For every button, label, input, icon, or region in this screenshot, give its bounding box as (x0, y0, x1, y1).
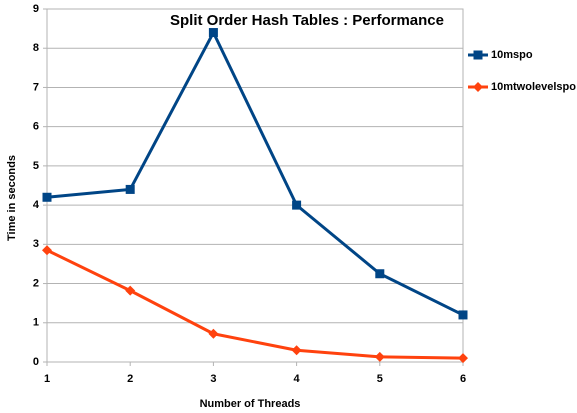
y-tick-label: 4 (33, 199, 40, 211)
marker (473, 82, 483, 92)
chart-title: Split Order Hash Tables : Performance (170, 12, 444, 29)
plot-border (46, 8, 464, 363)
legend-label: 10mspo (491, 49, 533, 61)
x-tick-label: 2 (127, 373, 133, 385)
y-tick-label: 0 (33, 356, 39, 368)
y-tick-label: 8 (33, 42, 39, 54)
y-tick-label: 5 (33, 160, 39, 172)
marker (473, 50, 483, 60)
y-tick-label: 3 (33, 238, 39, 250)
marker (291, 345, 302, 356)
marker (208, 328, 219, 339)
series-line (46, 248, 464, 360)
y-tick-label: 9 (33, 3, 39, 15)
marker (125, 285, 136, 296)
y-axis-label: Time in seconds (6, 155, 18, 241)
marker (42, 245, 52, 256)
y-tick-label: 2 (33, 277, 39, 289)
marker (292, 200, 302, 210)
x-tick-label: 3 (210, 373, 216, 385)
x-axis-label: Number of Threads (200, 398, 301, 410)
legend-label: 10mtwolevelspo (491, 81, 576, 93)
x-tick-label: 6 (460, 373, 466, 385)
x-tick-label: 1 (44, 373, 50, 385)
marker (125, 184, 135, 194)
marker (208, 28, 218, 38)
marker (375, 269, 385, 279)
marker (458, 310, 468, 320)
y-tick-label: 6 (33, 121, 39, 133)
y-tick-label: 1 (33, 317, 39, 329)
x-tick-label: 5 (377, 373, 383, 385)
marker (374, 351, 385, 362)
x-tick-label: 4 (294, 373, 301, 385)
series-line (46, 31, 464, 317)
marker (42, 192, 52, 202)
y-tick-label: 7 (33, 81, 39, 93)
marker (458, 353, 468, 364)
